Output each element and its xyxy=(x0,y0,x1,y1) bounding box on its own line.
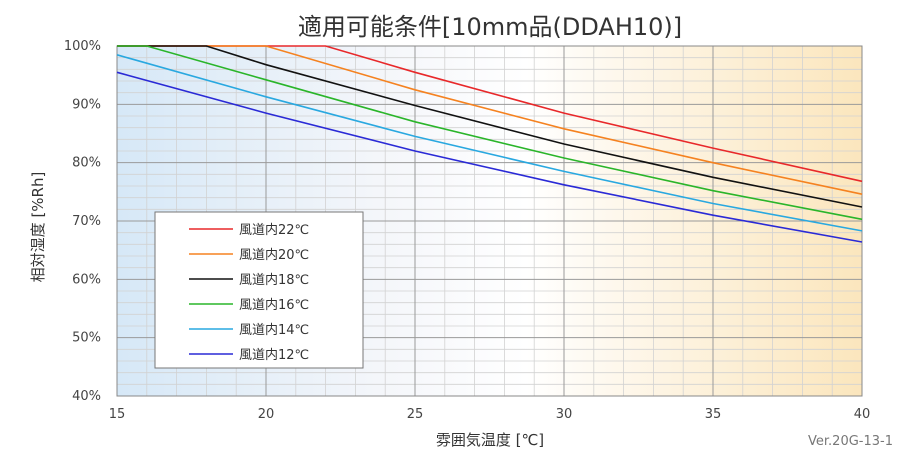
y-tick-label: 50% xyxy=(72,331,101,346)
chart-title: 適用可能条件[10mm品(DDAH10)] xyxy=(298,13,682,41)
y-tick-label: 40% xyxy=(72,389,101,404)
legend-box xyxy=(154,211,364,369)
x-axis-label: 雰囲気温度 [℃] xyxy=(436,431,544,449)
legend-entry: 風道内22℃ xyxy=(239,222,309,238)
series-line xyxy=(117,45,863,183)
y-tick-label: 80% xyxy=(72,156,101,171)
x-tick-label: 15 xyxy=(109,407,126,422)
series-layer xyxy=(116,45,863,243)
y-tick-labels: 40% 50% 60% 70% 80% 90% 100% xyxy=(64,39,101,404)
x-tick-label: 30 xyxy=(556,407,573,422)
x-tick-labels: 15 20 25 30 35 40 xyxy=(109,407,871,422)
y-axis-label: 相対湿度 [%Rh] xyxy=(29,172,47,283)
series-line xyxy=(116,71,863,243)
y-tick-label: 70% xyxy=(72,214,101,229)
series-line xyxy=(116,54,863,232)
series-line xyxy=(117,45,863,208)
legend: 風道内22℃ 風道内20℃ 風道内18℃ 風道内16℃ 風道内14℃ 風道内12℃ xyxy=(154,211,364,369)
version-label: Ver.20G-13-1 xyxy=(808,434,893,449)
plot-frame xyxy=(116,45,863,397)
x-tick-label: 25 xyxy=(407,407,424,422)
legend-entry: 風道内18℃ xyxy=(239,272,309,288)
y-tick-label: 90% xyxy=(72,97,101,112)
x-tick-label: 40 xyxy=(854,407,871,422)
legend-entry: 風道内12℃ xyxy=(239,347,309,363)
legend-entry: 風道内16℃ xyxy=(239,297,309,313)
series-line xyxy=(117,45,863,195)
y-tick-label: 60% xyxy=(72,272,101,287)
legend-entry: 風道内20℃ xyxy=(239,247,309,263)
x-tick-label: 20 xyxy=(258,407,275,422)
y-tick-label: 100% xyxy=(64,39,101,54)
x-tick-label: 35 xyxy=(705,407,722,422)
series-line xyxy=(117,45,863,221)
legend-entry: 風道内14℃ xyxy=(239,322,309,338)
